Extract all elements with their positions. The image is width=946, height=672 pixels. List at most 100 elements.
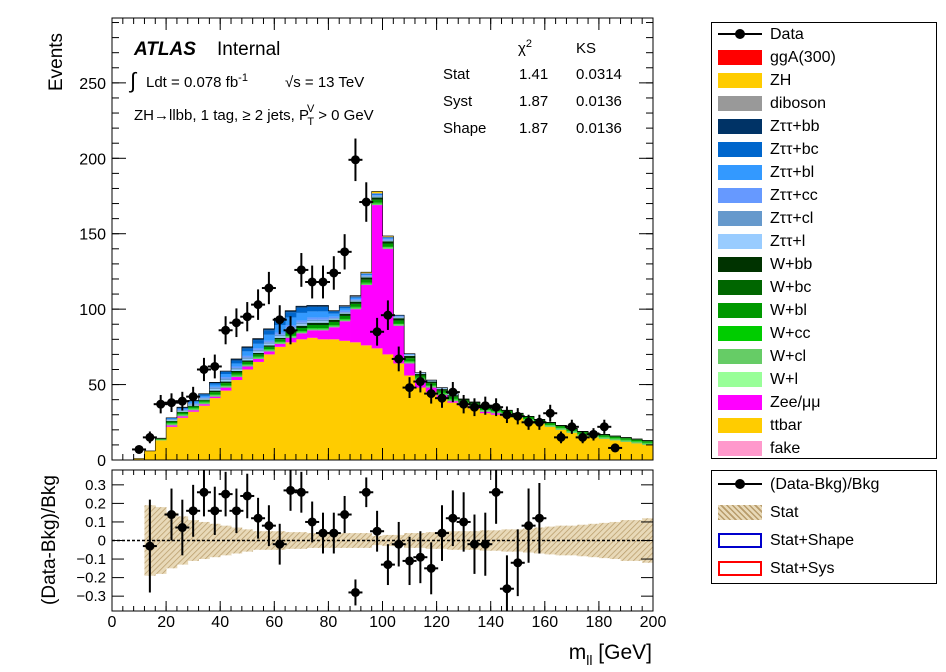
stack-bar [252, 356, 264, 358]
stack-bar [241, 348, 254, 352]
stack-bar [404, 354, 416, 356]
stack-bar [295, 307, 308, 313]
ratio-point [524, 521, 534, 531]
stack-bar [620, 437, 632, 439]
stack-bar [252, 340, 264, 344]
stack-bar [176, 416, 189, 418]
stack-bar [350, 306, 362, 308]
stack-bar [328, 310, 340, 312]
data-point [286, 325, 296, 335]
stack-bar [295, 331, 308, 334]
stack-bar [209, 382, 221, 384]
stack-bar [317, 330, 329, 340]
stack-bar [544, 425, 557, 427]
stat-band [490, 530, 502, 551]
data-point [567, 422, 577, 432]
stack-bar [252, 343, 264, 349]
legend-entry-diboson: diboson [712, 92, 936, 115]
ratio-point [502, 584, 512, 594]
ratio-point [318, 528, 328, 538]
legend-label: W+cl [770, 348, 806, 365]
stack-total-outline [112, 191, 653, 461]
sqrt-s-text: √s = 13 TeV [285, 74, 364, 91]
y-tick-label: 100 [79, 302, 106, 319]
stack-bar [263, 349, 275, 350]
legend-entry-W_l: W+l [712, 368, 936, 391]
data-point [210, 361, 220, 371]
stack-bar [295, 324, 308, 326]
stack-bar [598, 434, 611, 436]
stack-bar [166, 421, 178, 424]
stack-bar [252, 349, 264, 352]
stack-bar [393, 325, 405, 364]
stat-band [350, 533, 362, 548]
data-point [242, 312, 252, 322]
stack-bar [166, 419, 178, 421]
stack-bar [241, 351, 254, 356]
stack-bar [209, 394, 221, 396]
stats-row-ks: 0.0136 [576, 93, 622, 110]
legend-entry-W_bl: W+bl [712, 299, 936, 322]
stack-bar [350, 342, 362, 460]
stack-bar [328, 311, 340, 314]
stack-bar [263, 346, 275, 350]
stack-bar [360, 279, 373, 283]
legend-swatch [718, 234, 762, 249]
stack-bar [555, 428, 567, 430]
legend-label: Stat+Sys [770, 560, 835, 577]
stack-bar [155, 440, 167, 460]
stack-bar [176, 410, 189, 412]
stack-bar [317, 321, 329, 323]
stack-bar [404, 361, 416, 362]
stack-bar [339, 319, 351, 322]
stack-bar [382, 243, 394, 247]
stack-bar [555, 427, 567, 429]
legend-entry-ttbar: ttbar [712, 414, 936, 437]
stack-bar [555, 426, 567, 428]
stats-row-chi2: 1.87 [519, 93, 548, 110]
stack-bar [231, 372, 243, 375]
stack-bar [209, 396, 221, 399]
data-point [167, 398, 177, 408]
stats-row-chi2: 1.87 [519, 120, 548, 137]
stack-bar [220, 378, 232, 381]
data-point [221, 325, 231, 335]
x-tick-label: 60 [265, 614, 283, 631]
stack-bar [220, 380, 232, 382]
stack-bar [176, 411, 189, 413]
stack-bar [350, 300, 362, 302]
stack-bar [350, 297, 362, 298]
stack-bar [198, 399, 210, 401]
x-tick-label: 100 [369, 614, 396, 631]
stack-bar [328, 325, 340, 328]
data-point [329, 268, 339, 278]
stack-bar [295, 339, 308, 460]
legend-entry-W_cl: W+cl [712, 345, 936, 368]
stack-bar [295, 331, 308, 332]
ratio-y-tick-label: 0 [98, 533, 106, 550]
stack-bar [198, 397, 210, 399]
stack-bar [339, 321, 351, 341]
data-point [264, 283, 274, 293]
y-tick-label: 0 [97, 453, 106, 470]
stack-bar [382, 239, 394, 240]
stat-band [555, 525, 567, 556]
stack-bar [598, 436, 611, 438]
ratio-point [221, 489, 231, 499]
stats-header-chi2: χ2 [518, 38, 532, 57]
ratio-point [426, 563, 436, 573]
legend-label: W+bc [770, 279, 812, 296]
stack-bar [339, 306, 351, 307]
stack-bar [350, 299, 362, 301]
stack-bar [350, 307, 362, 310]
stack-bar [371, 205, 383, 349]
stack-bar [274, 336, 286, 338]
stack-bar [360, 282, 373, 284]
stack-bar [544, 424, 557, 426]
legend-swatch [718, 165, 762, 180]
stack-bar [360, 275, 373, 277]
stack-bar [371, 192, 383, 194]
x-tick-label: 0 [108, 614, 117, 631]
ratio-point [415, 552, 425, 562]
legend-label: ttbar [770, 417, 803, 434]
